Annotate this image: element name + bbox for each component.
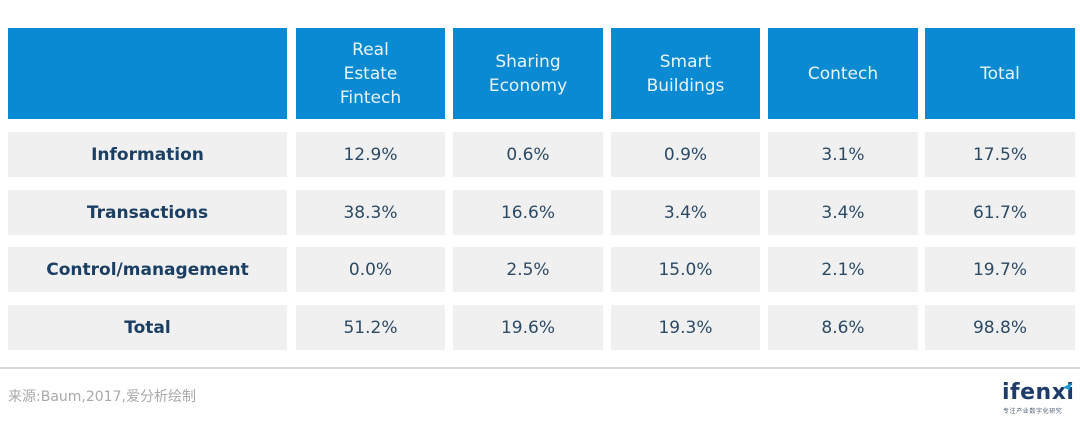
header-corner-cell [8,28,287,119]
header-line: Fintech [339,87,402,108]
table-cell: 19.6% [453,305,603,350]
table-cell: 38.3% [296,190,445,235]
table-cell: 19.3% [611,305,760,350]
row-label: Information [8,132,287,177]
header-smart-buildings: Smart Buildings [611,28,760,119]
row-label: Total [8,305,287,350]
table-cell: 51.2% [296,305,445,350]
table-cell: 19.7% [925,247,1075,292]
table-cell: 0.9% [611,132,760,177]
table-cell: 3.4% [611,190,760,235]
logo-subtitle: 专注产业数字化研究 [1003,408,1063,415]
header-total: Total [925,28,1075,119]
table-cell: 61.7% [925,190,1075,235]
header-line: Estate [343,63,398,84]
table-cell: 0.6% [453,132,603,177]
table-cell: 15.0% [611,247,760,292]
table-cell: 17.5% [925,132,1075,177]
table-cell: 2.5% [453,247,603,292]
header-contech: Contech [768,28,918,119]
footer-divider [0,367,1080,369]
header-line: Economy [488,75,568,96]
row-label: Control/management [8,247,287,292]
table-cell: 3.1% [768,132,918,177]
table-cell: 98.8% [925,305,1075,350]
header-line: Smart [659,51,712,72]
source-note: 来源:Baum,2017,爱分析绘制 [8,389,196,405]
logo-text: ifenxi [1002,380,1075,405]
table-cell: 12.9% [296,132,445,177]
header-line: Sharing [495,51,561,72]
table-cell: 2.1% [768,247,918,292]
ifenxi-logo: ifenxi 专注产业数字化研究 [1002,380,1076,417]
table-cell: 16.6% [453,190,603,235]
table-cell: 8.6% [768,305,918,350]
header-line: Total [980,63,1020,84]
header-sharing-economy: Sharing Economy [453,28,603,119]
table-cell: 3.4% [768,190,918,235]
table-cell: 0.0% [296,247,445,292]
header-real-estate-fintech: Real Estate Fintech [296,28,445,119]
header-line: Buildings [646,75,725,96]
header-line: Contech [807,63,879,84]
row-label: Transactions [8,190,287,235]
header-line: Real [352,39,389,60]
